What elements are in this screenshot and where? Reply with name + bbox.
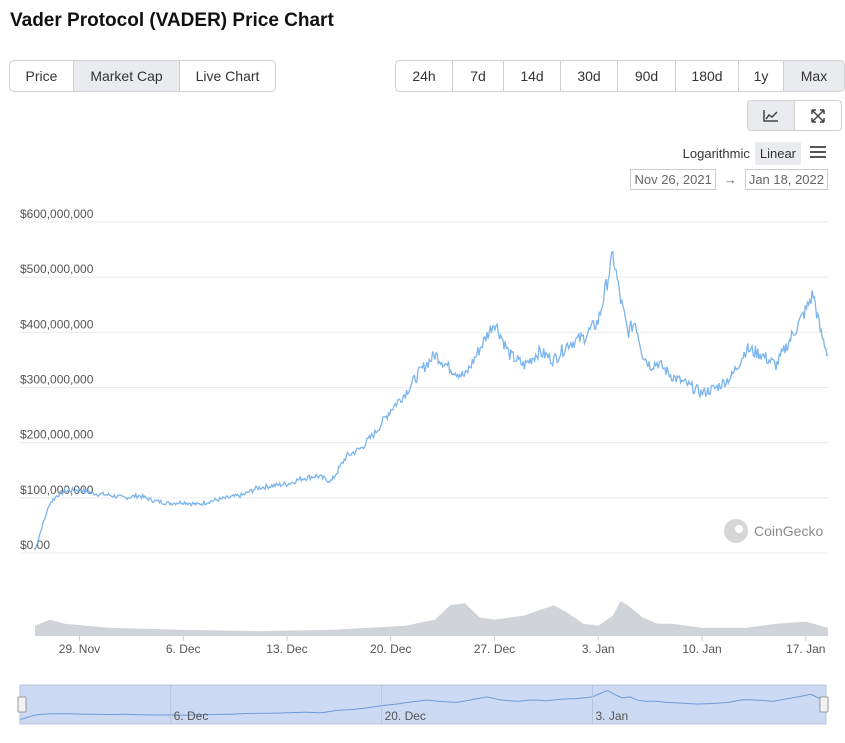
x-tick-label: 27. Dec — [474, 642, 515, 656]
navigator-line — [19, 690, 827, 721]
chart-tools — [747, 100, 842, 131]
chart-menu-button[interactable] — [809, 145, 827, 162]
navigator-tick-label: 20. Dec — [385, 709, 426, 723]
x-tick-label: 3. Jan — [582, 642, 615, 656]
coingecko-logo-icon — [724, 519, 748, 543]
line-chart-icon — [763, 109, 778, 122]
date-from-input[interactable]: Nov 26, 2021 — [630, 169, 716, 190]
date-range: Nov 26, 2021 → Jan 18, 2022 — [630, 169, 828, 190]
page-title: Vader Protocol (VADER) Price Chart — [10, 10, 334, 31]
navigator-handle-left[interactable] — [17, 696, 27, 713]
navigator-handle-right[interactable] — [819, 696, 829, 713]
date-to-input[interactable]: Jan 18, 2022 — [744, 169, 828, 190]
navigator-tick-label: 6. Dec — [174, 709, 209, 723]
range-7d[interactable]: 7d — [453, 61, 504, 91]
range-14d[interactable]: 14d — [504, 61, 561, 91]
menu-icon — [810, 146, 826, 158]
navigator-tick-label: 3. Jan — [595, 709, 628, 723]
expand-icon — [811, 108, 825, 123]
y-tick-label: $500,000,000 — [20, 262, 94, 276]
y-tick-label: $400,000,000 — [20, 317, 94, 331]
watermark-text: CoinGecko — [754, 523, 824, 539]
y-tick-label: $600,000,000 — [20, 207, 94, 221]
volume-area — [35, 601, 828, 636]
x-tick-label: 10. Jan — [682, 642, 721, 656]
range-30d[interactable]: 30d — [561, 61, 618, 91]
range-max[interactable]: Max — [784, 61, 844, 91]
range-90d[interactable]: 90d — [618, 61, 676, 91]
tab-market-cap[interactable]: Market Cap — [74, 61, 180, 91]
y-tick-label: $300,000,000 — [20, 373, 94, 387]
range-tabs: 24h 7d 14d 30d 90d 180d 1y Max — [395, 60, 845, 92]
y-tick-label: $100,000,000 — [20, 483, 94, 497]
date-arrow: → — [723, 172, 737, 187]
coingecko-watermark: CoinGecko — [724, 519, 823, 543]
line-chart-button[interactable] — [748, 101, 795, 130]
x-tick-label: 20. Dec — [370, 642, 411, 656]
y-tick-label: $0.00 — [20, 538, 50, 552]
view-tabs: Price Market Cap Live Chart — [9, 60, 276, 92]
market-cap-line — [34, 250, 829, 551]
x-tick-label: 29. Nov — [59, 642, 100, 656]
scale-selector: Logarithmic Linear — [678, 142, 827, 165]
x-tick-label: 6. Dec — [166, 642, 201, 656]
range-180d[interactable]: 180d — [676, 61, 739, 91]
market-cap-chart[interactable]: $0.00 $100,000,000 $200,000,000 $300,000,00… — [0, 200, 845, 740]
scale-logarithmic[interactable]: Logarithmic — [682, 146, 750, 161]
x-tick-label: 13. Dec — [266, 642, 307, 656]
tab-price[interactable]: Price — [10, 61, 74, 91]
x-tick-label: 17. Jan — [786, 642, 825, 656]
scale-linear[interactable]: Linear — [754, 142, 801, 165]
range-1y[interactable]: 1y — [739, 61, 784, 91]
y-tick-label: $200,000,000 — [20, 428, 94, 442]
tab-live-chart[interactable]: Live Chart — [195, 68, 260, 84]
fullscreen-button[interactable] — [795, 101, 841, 130]
range-24h[interactable]: 24h — [396, 61, 453, 91]
